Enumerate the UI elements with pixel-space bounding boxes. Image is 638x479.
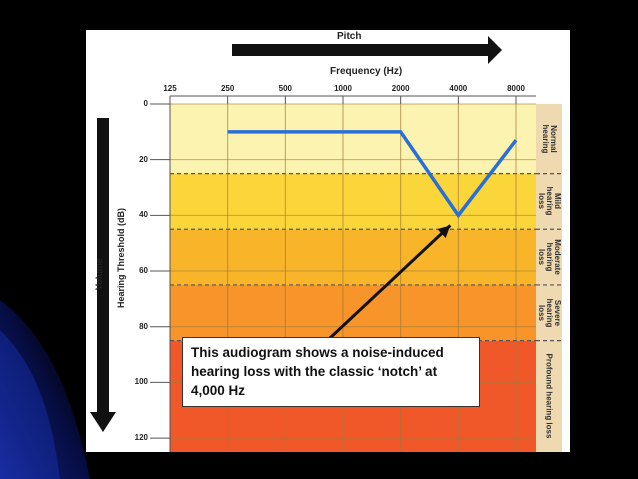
band-1 xyxy=(170,173,536,230)
band-2 xyxy=(170,229,536,285)
x-tick-label-1000: 1000 xyxy=(334,84,352,93)
y-axis-title: Hearing Threshold (dB) xyxy=(116,207,126,308)
y-tick-label-0: 0 xyxy=(143,99,148,108)
y-tick-label-80: 80 xyxy=(139,321,148,331)
band-3 xyxy=(170,284,536,341)
band-label-cell-3 xyxy=(536,284,562,341)
y-tick-label-20: 20 xyxy=(139,154,148,164)
band-label-cell-1 xyxy=(536,173,562,230)
volume-label: Volume xyxy=(94,258,104,290)
x-tick-label-2000: 2000 xyxy=(391,84,410,93)
y-tick-label-120: 120 xyxy=(134,433,148,443)
band-label-0: Normal hearing xyxy=(540,124,558,154)
band-label-cell-0 xyxy=(536,104,562,174)
band-label-2: Moderate hearing loss xyxy=(536,239,562,275)
y-tick-label-40: 40 xyxy=(139,210,148,220)
x-tick-label-250: 250 xyxy=(220,84,235,93)
y-tick-label-60: 60 xyxy=(139,266,148,276)
x-tick-label-125: 125 xyxy=(163,84,177,93)
annotation-box: This audiogram shows a noise-induced hea… xyxy=(182,337,480,407)
x-tick-label-4000: 4000 xyxy=(449,84,468,93)
hearing-threshold-line xyxy=(227,130,518,219)
band-label-3: Severe hearing loss xyxy=(536,298,562,328)
annotation-arrow-shaft xyxy=(328,224,452,340)
volume-arrow xyxy=(90,118,116,432)
band-label-cell-4 xyxy=(536,340,562,452)
y-tick-label-100: 100 xyxy=(134,377,148,387)
band-label-1: Mild hearing loss xyxy=(536,186,562,216)
band-label-cell-2 xyxy=(536,229,562,285)
pitch-arrow xyxy=(232,36,502,64)
band-label-4: Profound hearing loss xyxy=(544,353,554,439)
x-tick-label-500: 500 xyxy=(278,84,293,93)
pitch-label: Pitch xyxy=(337,31,362,42)
x-tick-label-8000: 8000 xyxy=(507,84,525,93)
band-0 xyxy=(170,104,536,174)
x-axis-title: Frequency (Hz) xyxy=(330,66,403,77)
annotation-arrow-head xyxy=(437,225,451,238)
